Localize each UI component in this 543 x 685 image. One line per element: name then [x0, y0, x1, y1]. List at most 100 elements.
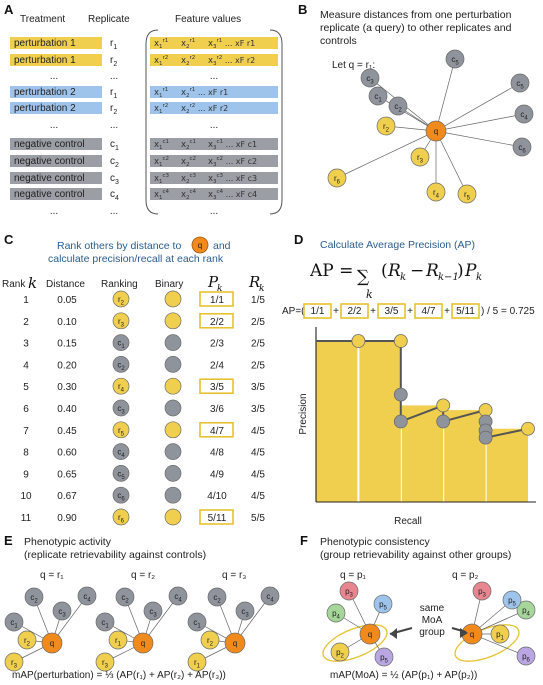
- activity-node-label: c3: [241, 607, 249, 619]
- panel-f: F Phenotypic consistency (group retrieva…: [300, 533, 536, 681]
- distance-value: 0.40: [57, 404, 77, 415]
- feature-cell: [150, 172, 278, 184]
- activity-node-circle: [17, 630, 37, 650]
- distance-value: 0.20: [57, 360, 77, 371]
- group-node-label: p5: [379, 600, 387, 612]
- group-node-circle: [373, 594, 393, 614]
- left-brace: [145, 29, 159, 215]
- pr-point: [393, 387, 408, 402]
- precision-value: 2/4: [210, 360, 224, 371]
- group-node-label: p4: [522, 606, 530, 618]
- precision-highlight: [199, 509, 234, 525]
- replicate-node-circle: [327, 168, 347, 188]
- panel-d-letter: D: [294, 232, 303, 247]
- pr-point: [393, 334, 408, 348]
- precision-value: 4/8: [210, 448, 224, 459]
- activity-node: r1: [108, 630, 128, 650]
- replicate-node-circle: [510, 73, 530, 93]
- consistency-graph: p3 p4 p5 p6 p1 q: [454, 581, 536, 666]
- activity-node: c3: [52, 601, 72, 621]
- ranking-node: c5: [112, 465, 130, 482]
- feature-cell: [150, 138, 278, 150]
- ap-term: 4/7: [422, 306, 436, 317]
- binary-indicator: [164, 334, 182, 351]
- feature-cell: [150, 54, 278, 66]
- group-node-circle: [374, 647, 394, 667]
- replicate-node: c2: [388, 96, 408, 116]
- ranking-node-label: c3: [117, 404, 125, 416]
- group-node-circle: [502, 590, 522, 610]
- replicate-node-circle: [512, 137, 532, 157]
- f-formula: mAP(MoA) = ½ (AP(p₁) + AP(p₂)): [330, 670, 477, 681]
- rank-value: 2: [23, 317, 29, 328]
- activity-node: c1: [4, 612, 24, 632]
- binary-header: Binary: [155, 279, 183, 290]
- replicate-node-label: r4: [433, 188, 440, 200]
- replicate-node: r6: [327, 168, 347, 188]
- activity-node: c2: [207, 587, 227, 607]
- rank-row: 9 0.65 c5 4/9 4/5: [23, 465, 265, 482]
- treatment-cell: [10, 54, 102, 66]
- replicate-node: c1: [368, 86, 388, 106]
- ap-plus: +: [444, 306, 450, 317]
- panel-a-row: perturbation 2 r1 x1r1 x2r1 ... xF r1: [10, 86, 278, 100]
- panel-a-row: .........: [50, 120, 218, 131]
- treatment-label: perturbation 1: [14, 55, 76, 66]
- replicate-node: r4: [426, 182, 446, 202]
- group-node-circle: [339, 581, 359, 601]
- ranking-node-circle: [112, 290, 130, 308]
- distance-value: 0.10: [57, 317, 77, 328]
- rk-header: R: [248, 273, 260, 291]
- activity-node-label: r2: [24, 636, 31, 648]
- ranking-node-circle: [112, 356, 130, 373]
- pk-header-sub: k: [217, 284, 222, 294]
- feature-cell: [150, 102, 278, 114]
- distance-value: 0.65: [57, 469, 77, 480]
- ranking-node: c2: [112, 356, 130, 373]
- group-node: p3: [339, 581, 359, 601]
- ap-prefix: AP=(: [282, 306, 305, 317]
- pr-point: [436, 398, 451, 413]
- ranking-node: r2: [112, 290, 130, 308]
- group-node: p5: [502, 590, 522, 610]
- activity-node: r3: [4, 652, 24, 672]
- replicate-node: c5: [445, 49, 465, 69]
- replicate-node-label: c6: [518, 143, 526, 155]
- activity-node-circle: [235, 601, 255, 621]
- activity-node-label: c4: [266, 592, 274, 604]
- replicate-node-label: c3: [366, 74, 374, 86]
- rank-row: 8 0.60 c4 4/8 4/5: [23, 443, 265, 460]
- group-node-label: p6: [522, 652, 530, 664]
- binary-indicator: [164, 486, 182, 504]
- moa-group-ellipse: [454, 624, 520, 662]
- group-node-label: p5: [508, 596, 516, 608]
- distance-edge: [435, 82, 521, 132]
- activity-node: r2: [17, 630, 37, 650]
- svg-text:AP =: AP =: [309, 261, 353, 281]
- activity-node-circle: [143, 601, 163, 621]
- panel-a-row: perturbation 1 r2 x1r2 x2r2 x3r2 ... xF r2: [10, 54, 278, 68]
- query-node: q: [425, 120, 447, 142]
- recall-value: 1/5: [251, 295, 265, 306]
- recall-value: 3/5: [251, 404, 265, 415]
- group-node: p5: [374, 647, 394, 667]
- ap-term-box: [303, 303, 332, 319]
- activity-node: c1: [187, 612, 207, 632]
- panel-a-row: negative control c1 x1c1 x2c1 x3c1 ... xF c1: [10, 138, 278, 152]
- panel-d: D Calculate Average Precision (AP) AP = …: [282, 232, 536, 527]
- activity-node-label: r3: [11, 658, 18, 670]
- svg-text:−: −: [410, 261, 424, 281]
- group-node: p3: [472, 581, 492, 601]
- treatment-label: negative control: [14, 156, 85, 167]
- ellipsis: ...: [110, 120, 118, 131]
- replicate-node-label: r5: [464, 190, 471, 202]
- group-node-label: p4: [332, 609, 340, 621]
- ap-term-box: [340, 303, 369, 319]
- replicate-label: c2: [110, 156, 119, 169]
- svg-text:k−1: k−1: [438, 272, 459, 283]
- replicate-label: r1: [110, 38, 117, 51]
- rank-row: 2 0.10 r3 2/2 2/5: [23, 312, 265, 330]
- precision-value: 1/1: [210, 295, 224, 306]
- rank-row: 1 0.05 r2 1/1 1/5: [23, 290, 265, 308]
- group-node-circle: [472, 581, 492, 601]
